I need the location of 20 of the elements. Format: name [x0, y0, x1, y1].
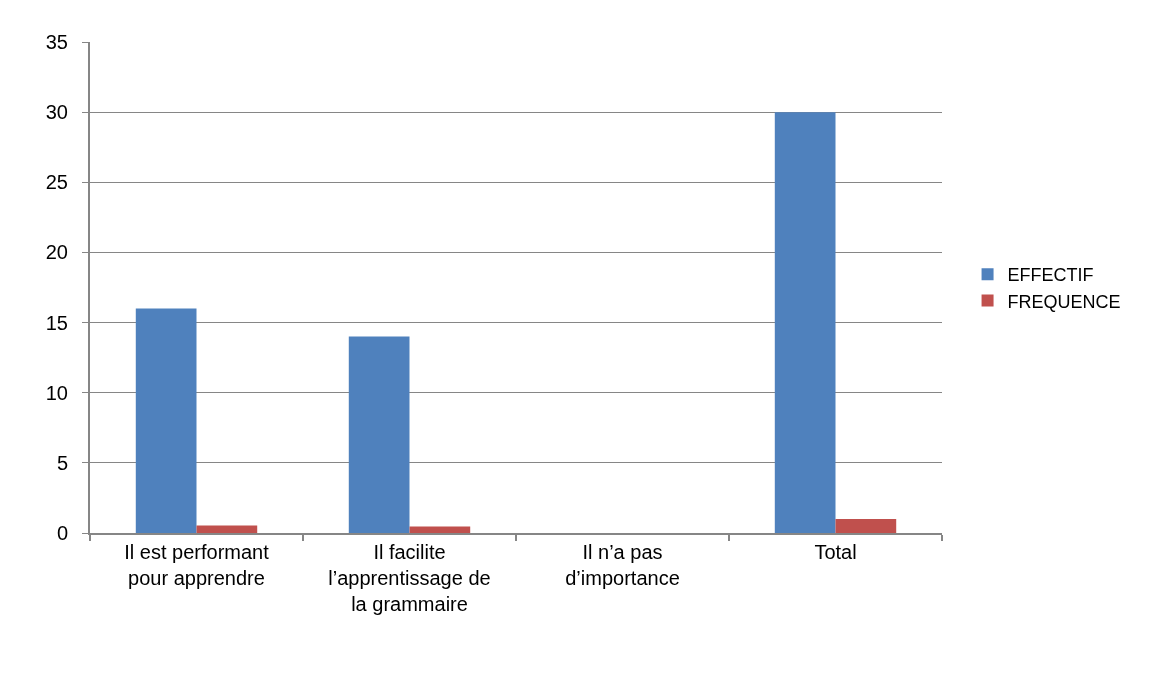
bar: [196, 525, 258, 533]
y-tick-label: 30: [45, 101, 68, 124]
y-tick-label: 25: [45, 171, 68, 194]
y-tick-label: 20: [45, 241, 68, 264]
y-tick-label: 15: [45, 311, 68, 334]
x-tick-label: Il facilite l’apprentissage de la grammaire: [328, 541, 491, 615]
y-tick-label: 5: [56, 451, 68, 474]
bar: [835, 518, 897, 533]
legend-label: EFFECTIF: [1007, 265, 1094, 286]
bar: [135, 308, 197, 533]
x-tick-label: Total: [814, 541, 857, 563]
x-tick-label: Il n’a pas d’importance: [565, 541, 680, 589]
y-tick-label: 10: [45, 381, 68, 404]
bar: [409, 526, 471, 533]
y-tick-label: 35: [45, 31, 68, 53]
y-tick-label: 0: [56, 522, 68, 544]
legend-label: FREQUENCE: [1007, 291, 1121, 312]
x-tick-label: Il est performant pour apprendre: [124, 541, 270, 589]
bar: [774, 112, 836, 533]
bar: [348, 336, 410, 533]
